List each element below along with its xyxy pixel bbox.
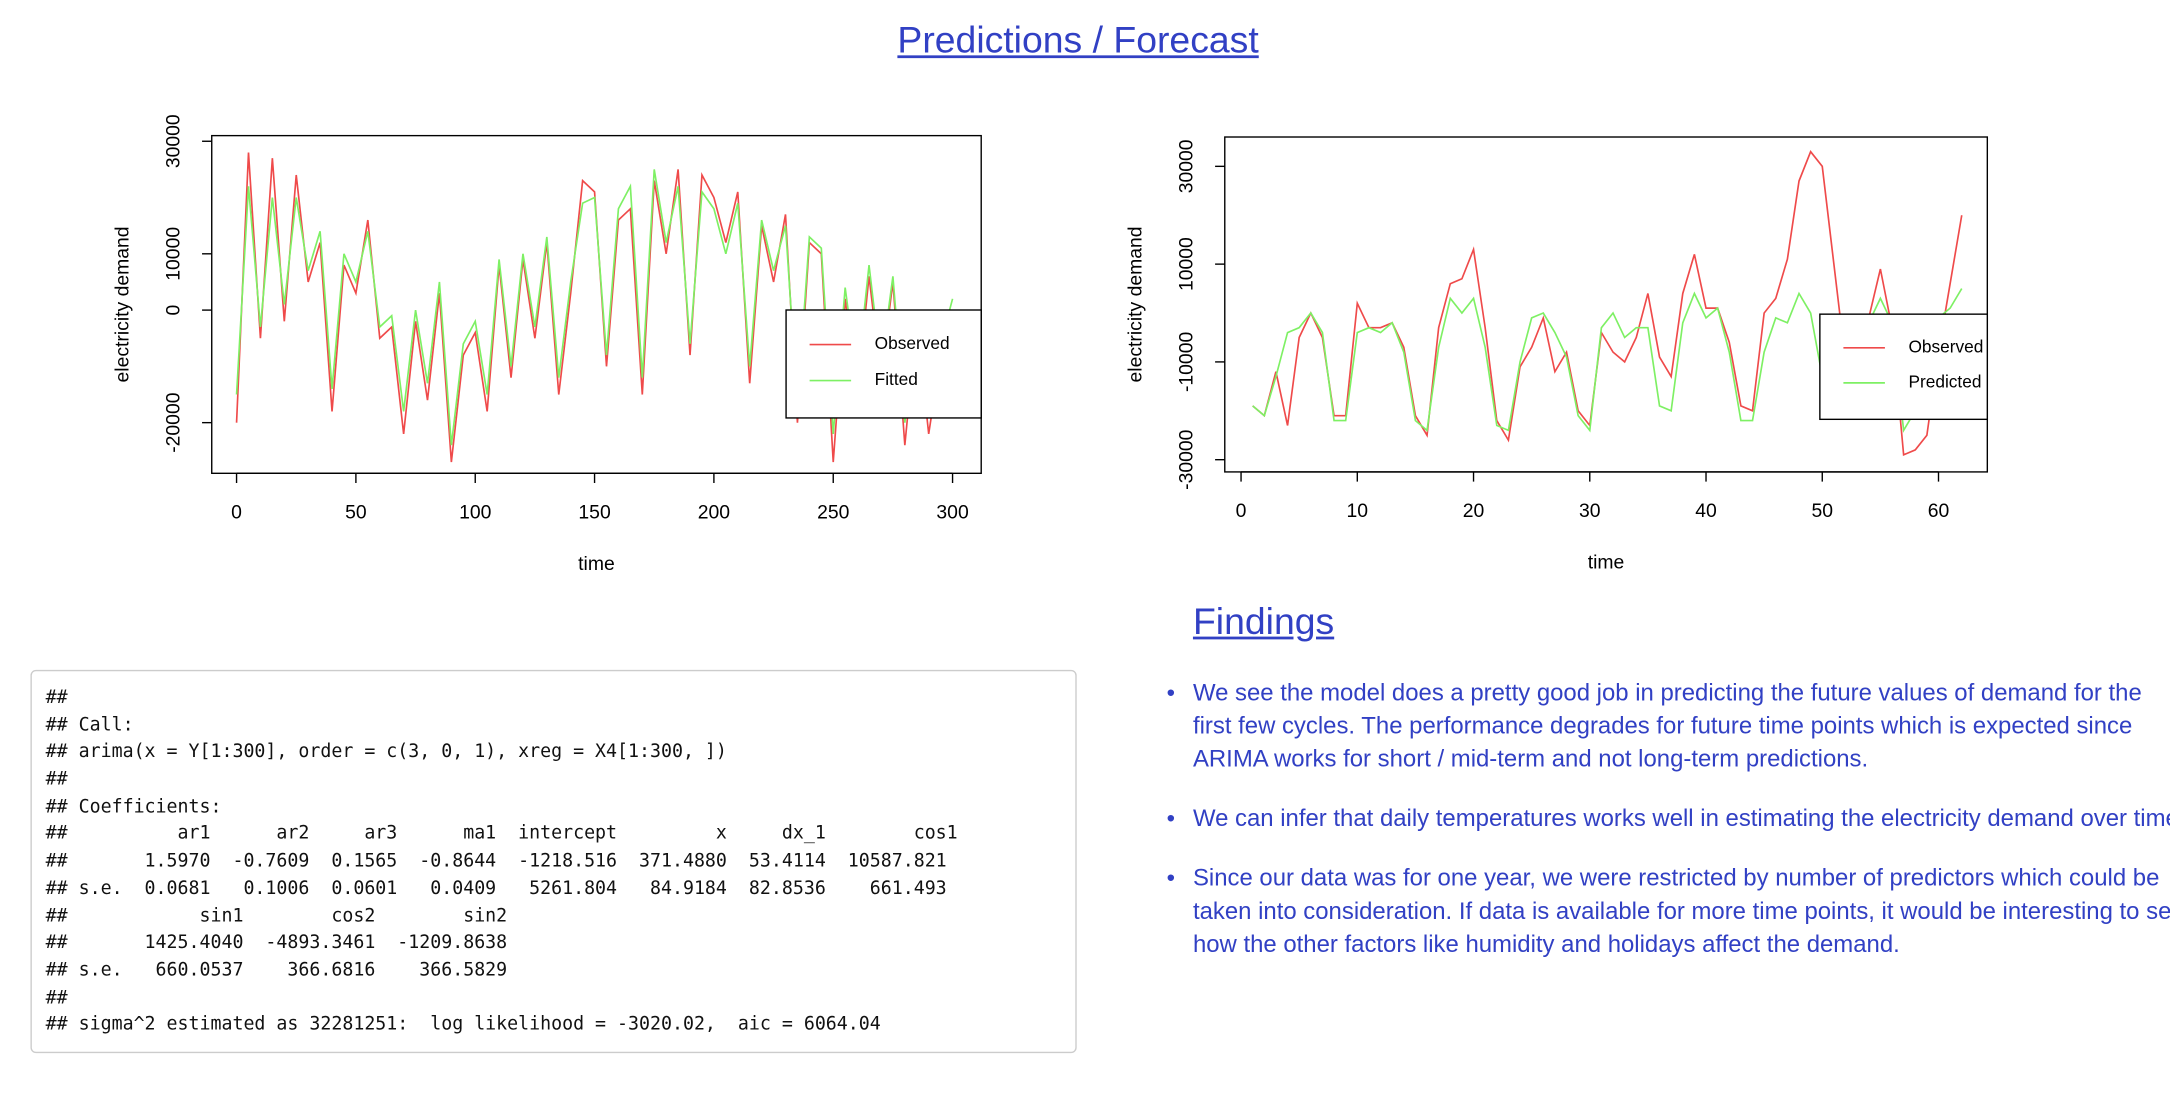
x-axis-label: time [1588,551,1625,573]
y-axis-label: electricity demand [111,226,133,382]
code-line: ## 1425.4040 -4893.3461 -1209.8638 [45,933,508,954]
y-tick-label: 0 [162,304,184,315]
x-tick-label: 300 [936,502,969,524]
y-tick-label: 10000 [162,227,184,281]
code-line: ## [45,769,68,791]
x-axis-label: time [578,553,615,575]
series-line [235,152,954,463]
x-tick-label: 20 [1463,500,1485,522]
legend-label: Fitted [875,369,918,389]
finding-item: We see the model does a pretty good job … [1167,675,2170,775]
x-tick-label: 100 [459,502,492,524]
x-tick-label: 0 [1236,500,1247,522]
x-tick-label: 50 [1811,500,1833,522]
legend-label: Observed [1908,336,1983,356]
code-line: ## s.e. 0.0681 0.1006 0.0601 0.0409 5261… [45,878,947,900]
code-line: ## 1.5970 -0.7609 0.1565 -0.8644 -1218.5… [45,851,947,873]
code-line: ## sigma^2 estimated as 32281251: log li… [45,1014,881,1036]
x-tick-label: 10 [1347,500,1369,522]
x-tick-label: 30 [1579,500,1601,522]
x-tick-label: 40 [1695,500,1717,522]
x-tick-label: 60 [1928,500,1950,522]
finding-item: We can infer that daily temperatures wor… [1167,801,2170,834]
legend-box [1819,313,1989,421]
legend-box [785,309,982,419]
y-tick-label: -20000 [162,392,184,453]
charts: 0 50 100 150 200 250 300-2000001000030000timee… [111,114,1989,575]
code-line: ## ar1 ar2 ar3 ma1 intercept x dx_1 cos1 [45,824,958,845]
page-title: Predictions / Forecast [897,19,1259,61]
code-line: ## Call: [45,715,134,736]
x-tick-label: 150 [578,502,611,524]
x-tick-label: 50 [345,502,367,524]
code-line: ## arima(x = Y[1:300], order = c(3, 0, 1… [45,742,727,764]
x-tick-label: 250 [817,502,850,524]
code-line: ## s.e. 660.0537 366.6816 366.5829 [45,960,508,982]
x-tick-label: 0 [231,502,242,524]
x-tick-label: 200 [698,502,731,524]
series-line [235,169,954,446]
y-tick-label: -30000 [1176,429,1198,490]
legend-label: Predicted [1908,371,1981,391]
code-line: ## Coefficients: [45,796,222,818]
code-block: ## ## Call: ## arima(x = Y[1:300], order =… [30,669,1077,1054]
code-line: ## sin1 cos2 sin2 [45,905,508,927]
findings-heading: Findings [1192,600,1335,643]
code-line: ## [45,687,68,709]
y-tick-label: 10000 [1176,237,1198,291]
plot-frame [1224,136,1989,473]
code-line: ## [45,987,68,1009]
y-axis-label: electricity demand [1124,226,1146,382]
findings-list: We see the model does a pretty good job … [1167,675,2170,986]
finding-item: Since our data was for one year, we were… [1167,861,2170,961]
y-tick-label: 30000 [1176,139,1198,193]
y-tick-label: 30000 [162,114,184,168]
plot-frame [211,134,982,474]
legend-label: Observed [875,333,950,353]
y-tick-label: -10000 [1176,332,1198,393]
